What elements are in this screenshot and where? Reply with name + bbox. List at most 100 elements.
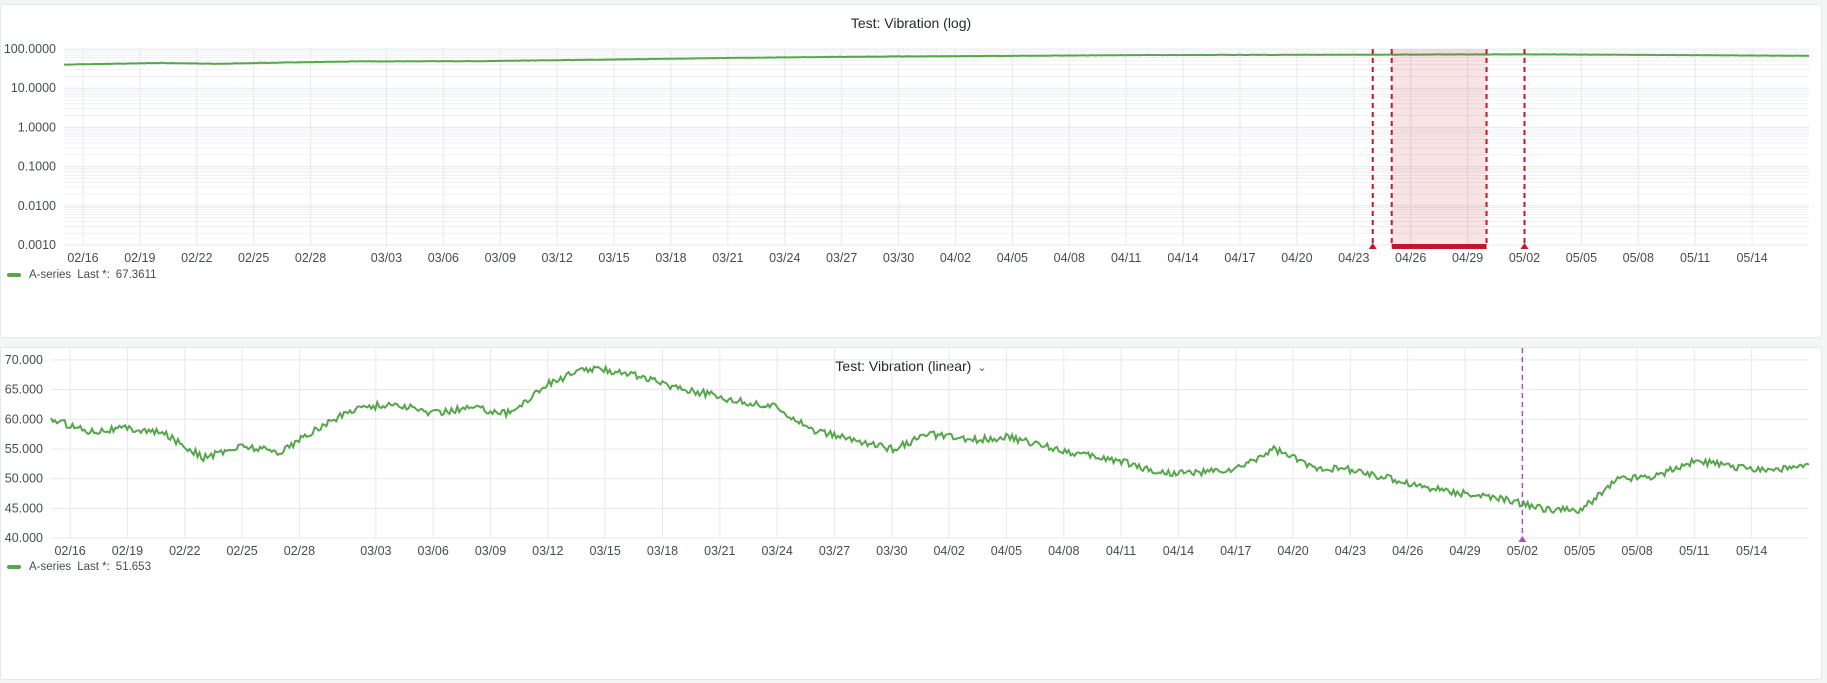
x-tick-label: 03/21 xyxy=(704,544,735,558)
x-tick-label: 02/25 xyxy=(238,251,269,265)
x-tick-label: 03/06 xyxy=(418,544,449,558)
x-tick-label: 03/18 xyxy=(655,251,686,265)
x-tick-label: 02/28 xyxy=(284,544,315,558)
x-tick-label: 02/22 xyxy=(169,544,200,558)
x-tick-label: 04/02 xyxy=(933,544,964,558)
x-tick-label: 05/02 xyxy=(1509,251,1540,265)
x-tick-label: 03/15 xyxy=(598,251,629,265)
x-tick-label: 02/16 xyxy=(67,251,98,265)
x-tick-label: 04/23 xyxy=(1338,251,1369,265)
y-tick-label: 0.0100 xyxy=(18,199,56,213)
x-tick-label: 05/11 xyxy=(1679,544,1709,558)
y-tick-label: 70.000 xyxy=(5,353,43,367)
x-tick-label: 04/17 xyxy=(1220,544,1251,558)
panel-vibration-log: Test: Vibration (log) 100.0000 10.0000 1.0… xyxy=(0,4,1822,338)
x-tick-label: 03/06 xyxy=(428,251,459,265)
x-tick-label: 02/28 xyxy=(295,251,326,265)
annotation-region xyxy=(1391,49,1487,245)
panel-title-text: Test: Vibration (linear) xyxy=(835,358,972,374)
x-tick-label: 05/02 xyxy=(1507,544,1538,558)
x-tick-label: 04/05 xyxy=(991,544,1022,558)
panel-vibration-linear: Test: Vibration (linear) ⌄ 70.000 65.000 60… xyxy=(0,347,1822,680)
annotation-region-marker xyxy=(1391,244,1487,249)
annotation-marker xyxy=(1520,243,1529,249)
legend-last-value: 67.3611 xyxy=(115,269,157,281)
y-tick-label: 40.000 xyxy=(5,531,43,545)
x-tick-label: 02/19 xyxy=(124,251,155,265)
x-tick-label: 03/12 xyxy=(542,251,573,265)
panel-title-text: Test: Vibration (log) xyxy=(850,15,972,31)
x-tick-label: 03/30 xyxy=(883,251,914,265)
x-tick-label: 04/14 xyxy=(1167,251,1198,265)
x-tick-label: 04/26 xyxy=(1392,544,1423,558)
x-tick-label: 03/09 xyxy=(485,251,516,265)
y-tick-label: 60.000 xyxy=(5,412,43,426)
x-tick-label: 03/09 xyxy=(475,544,506,558)
legend[interactable]: A-series Last *: 51.653 xyxy=(7,561,151,573)
x-tick-label: 04/11 xyxy=(1106,544,1136,558)
legend-series-name: A-series xyxy=(29,269,72,281)
x-tick-label: 03/24 xyxy=(761,544,792,558)
series-line xyxy=(50,364,1810,515)
panel-title[interactable]: Test: Vibration (log) xyxy=(1,15,1821,31)
x-tick-label: 04/20 xyxy=(1277,544,1308,558)
x-tick-label: 05/05 xyxy=(1566,251,1597,265)
legend-last-value: 51.653 xyxy=(115,561,151,573)
y-tick-label: 45.000 xyxy=(5,501,43,515)
panel-title[interactable]: Test: Vibration (linear) ⌄ xyxy=(1,358,1821,374)
x-tick-label: 03/27 xyxy=(819,544,850,558)
x-tick-label: 03/24 xyxy=(769,251,800,265)
legend-series-name: A-series xyxy=(29,561,72,573)
x-tick-label: 03/15 xyxy=(590,544,621,558)
y-tick-label: 0.0010 xyxy=(18,238,56,252)
series-line xyxy=(63,53,1810,66)
x-tick-label: 04/17 xyxy=(1224,251,1255,265)
linear-chart-plot[interactable]: 70.000 65.000 60.000 55.000 50.000 45.000 40.0… xyxy=(1,348,1823,648)
y-tick-label: 1.0000 xyxy=(18,120,56,134)
x-tick-label: 04/14 xyxy=(1163,544,1194,558)
x-tick-label: 04/20 xyxy=(1281,251,1312,265)
x-tick-label: 03/30 xyxy=(876,544,907,558)
series-color-swatch xyxy=(7,565,21,569)
x-tick-label: 04/26 xyxy=(1395,251,1426,265)
chevron-down-icon[interactable]: ⌄ xyxy=(977,362,987,374)
x-tick-label: 02/19 xyxy=(112,544,143,558)
y-tick-label: 0.1000 xyxy=(18,160,56,174)
x-tick-label: 04/29 xyxy=(1449,544,1480,558)
x-tick-label: 03/03 xyxy=(371,251,402,265)
x-tick-label: 04/08 xyxy=(1054,251,1085,265)
x-tick-label: 05/05 xyxy=(1564,544,1595,558)
x-tick-label: 04/02 xyxy=(940,251,971,265)
x-tick-label: 05/08 xyxy=(1623,251,1654,265)
x-tick-label: 03/27 xyxy=(826,251,857,265)
x-tick-label: 04/23 xyxy=(1335,544,1366,558)
annotation-marker xyxy=(1518,536,1527,542)
x-tick-label: 03/21 xyxy=(712,251,743,265)
x-tick-label: 03/12 xyxy=(532,544,563,558)
x-tick-label: 03/18 xyxy=(647,544,678,558)
grid xyxy=(64,48,1809,246)
annotation-marker xyxy=(1368,243,1377,249)
x-tick-label: 02/16 xyxy=(54,544,85,558)
grid xyxy=(51,348,1809,539)
x-tick-label: 04/11 xyxy=(1111,251,1141,265)
legend[interactable]: A-series Last *: 67.3611 xyxy=(7,269,157,281)
legend-last-label: Last *: xyxy=(77,269,110,281)
x-tick-label: 04/05 xyxy=(997,251,1028,265)
x-tick-label: 04/29 xyxy=(1452,251,1483,265)
y-tick-label: 10.0000 xyxy=(11,81,56,95)
x-tick-label: 05/14 xyxy=(1736,251,1767,265)
y-tick-label: 100.0000 xyxy=(4,42,56,56)
legend-last-label: Last *: xyxy=(77,561,110,573)
x-tick-label: 05/11 xyxy=(1680,251,1710,265)
x-tick-label: 04/08 xyxy=(1048,544,1079,558)
x-tick-label: 02/22 xyxy=(181,251,212,265)
y-tick-label: 65.000 xyxy=(5,383,43,397)
x-tick-label: 05/14 xyxy=(1736,544,1767,558)
x-tick-label: 05/08 xyxy=(1621,544,1652,558)
y-tick-label: 55.000 xyxy=(5,442,43,456)
x-tick-label: 02/25 xyxy=(226,544,257,558)
x-tick-label: 03/03 xyxy=(360,544,391,558)
log-chart-plot[interactable]: 100.0000 10.0000 1.0000 0.1000 0.0100 0.0010 0… xyxy=(1,5,1823,305)
y-tick-label: 50.000 xyxy=(5,472,43,486)
